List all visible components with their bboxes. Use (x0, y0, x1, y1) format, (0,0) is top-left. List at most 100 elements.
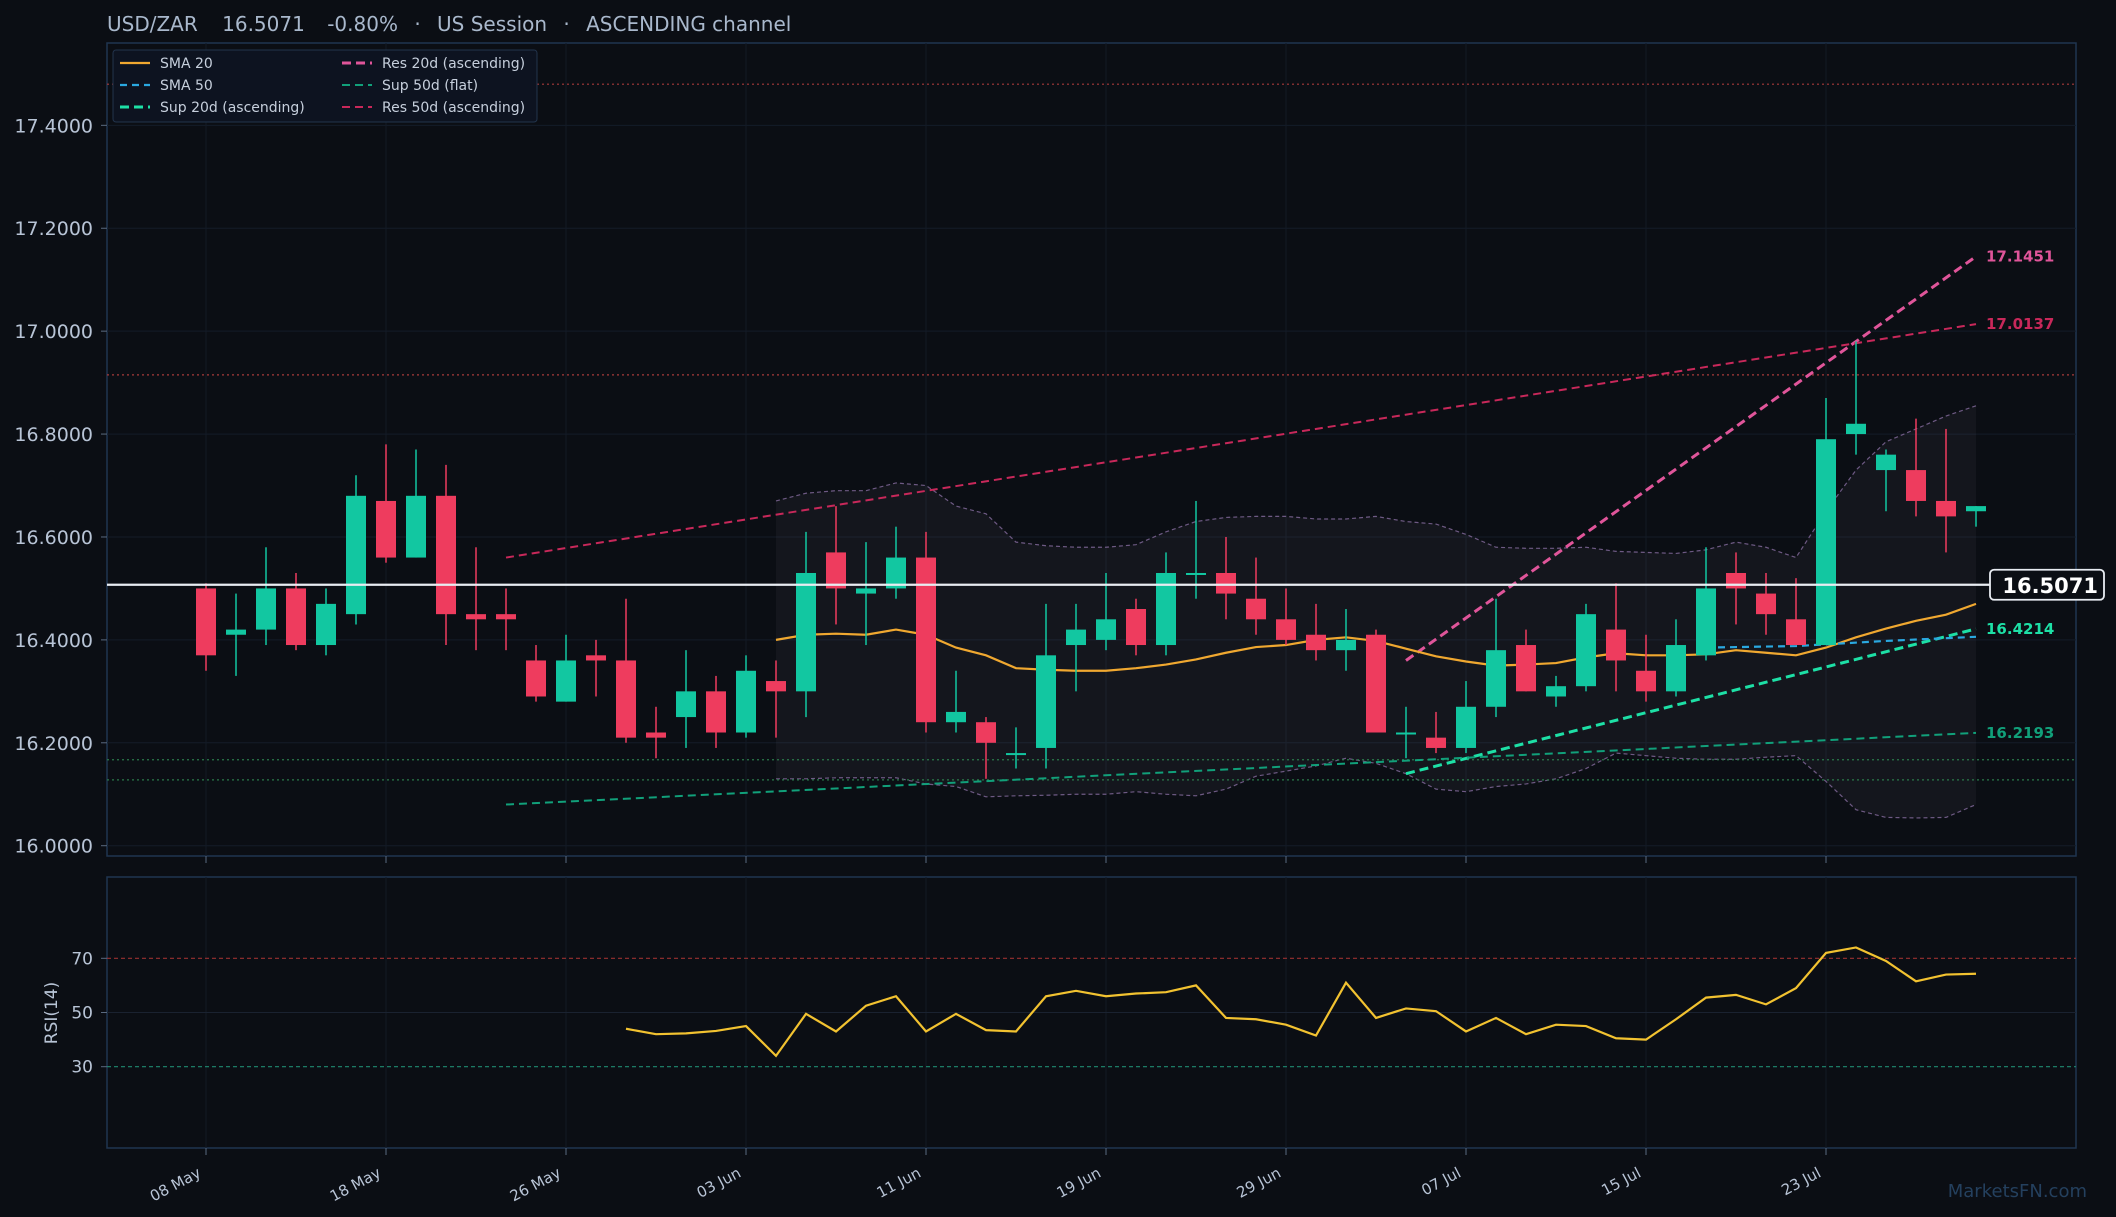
candle-body (1306, 634, 1326, 651)
candle (1816, 398, 1836, 646)
candle-body (856, 588, 876, 594)
candle (856, 542, 876, 646)
candle (1756, 572, 1776, 635)
candle (1006, 727, 1026, 769)
candle (826, 506, 846, 625)
title-separator-2: · (563, 12, 569, 36)
candle-body (1456, 706, 1476, 748)
candle-body (1396, 732, 1416, 735)
price-y-tick-label: 17.2000 (14, 218, 93, 240)
candle-body (1156, 572, 1176, 646)
candle-body (496, 614, 516, 620)
candle (196, 583, 216, 671)
candle-body (1576, 614, 1596, 687)
candle (586, 639, 606, 697)
candle-body (886, 557, 906, 589)
candle-body (466, 614, 486, 620)
title-session: US Session (437, 12, 547, 36)
candle (376, 444, 396, 563)
horizontal-levels (107, 83, 2076, 781)
rsi-y-tick-label: 70 (71, 949, 93, 969)
candle-body (1546, 686, 1566, 697)
candle (316, 588, 336, 656)
candle-body (1726, 572, 1746, 589)
candle-body (676, 691, 696, 718)
candle (676, 650, 696, 748)
current-price-tag (1989, 568, 2105, 601)
candle-body (1846, 423, 1866, 435)
candle (526, 645, 546, 702)
candle (1216, 536, 1236, 620)
trendline-sup50 (505, 731, 1977, 806)
candle (1936, 428, 1956, 553)
candle (1456, 681, 1476, 754)
candle-body (226, 629, 246, 635)
candle-body (1516, 645, 1536, 692)
candle (1426, 711, 1446, 754)
band-fill (776, 405, 1976, 818)
price-y-tick-label: 16.6000 (14, 527, 93, 549)
candle-body (1366, 634, 1386, 733)
candle-body (1006, 753, 1026, 756)
candle-body (1876, 454, 1896, 471)
candle (556, 634, 576, 702)
candle (1606, 583, 1626, 692)
candle-body (406, 495, 426, 558)
rsi-series: 30 50 70 RSI(14) (42, 946, 2076, 1078)
candle-body (1816, 439, 1836, 646)
candle (1876, 449, 1896, 512)
candle (1036, 603, 1056, 769)
trendline-label-sup50: 16.2193 (1986, 724, 2054, 742)
price-y-tick-label: 16.0000 (14, 836, 93, 858)
candle (1396, 706, 1416, 759)
candle-body (916, 557, 936, 723)
candle (226, 593, 246, 676)
candle-body (1786, 619, 1806, 646)
band-upper (775, 405, 1977, 559)
candle (1576, 603, 1596, 692)
candle-body (1186, 572, 1206, 575)
candle-body (436, 495, 456, 615)
price-y-tick-label: 16.4000 (14, 630, 93, 652)
candle-body (1636, 670, 1656, 692)
candle-body (1336, 639, 1356, 651)
candle (1186, 500, 1206, 599)
candle-body (1966, 506, 1986, 512)
candle (406, 449, 426, 558)
candle (646, 706, 666, 759)
price-y-tick-label: 17.0000 (14, 321, 93, 343)
candle-body (796, 572, 816, 692)
candle-body (1246, 598, 1266, 620)
candle (1246, 557, 1266, 635)
candle-body (616, 660, 636, 738)
candle-body (1756, 593, 1776, 615)
trendline-res20 (1405, 255, 1977, 662)
candle-body (826, 552, 846, 589)
candle (1846, 341, 1866, 455)
candle (1696, 547, 1716, 661)
trendline-label-sup20: 16.4214 (1986, 620, 2054, 638)
candle (886, 526, 906, 599)
candle (1276, 588, 1296, 646)
candle (1546, 675, 1566, 707)
candle (1306, 603, 1326, 661)
rsi-line (625, 946, 1977, 1058)
candle-body (1906, 470, 1926, 501)
candle-body (526, 660, 546, 697)
candle-body (316, 603, 336, 646)
candle (916, 531, 936, 733)
candle-body (1426, 737, 1446, 748)
candle (1486, 598, 1506, 718)
title-price: 16.5071 (222, 12, 305, 36)
current-price-line: 16.5071 (107, 568, 2105, 601)
title-change: -0.80% (327, 12, 398, 36)
candle-body (1666, 645, 1686, 692)
rsi-y-tick-label: 50 (71, 1004, 93, 1024)
title-separator-1: · (414, 12, 420, 36)
candle (1636, 634, 1656, 702)
candle-body (766, 681, 786, 692)
price-y-tick-label: 17.4000 (14, 115, 93, 137)
legend-label-sup50: Sup 50d (flat) (382, 78, 478, 94)
candle (346, 475, 366, 625)
